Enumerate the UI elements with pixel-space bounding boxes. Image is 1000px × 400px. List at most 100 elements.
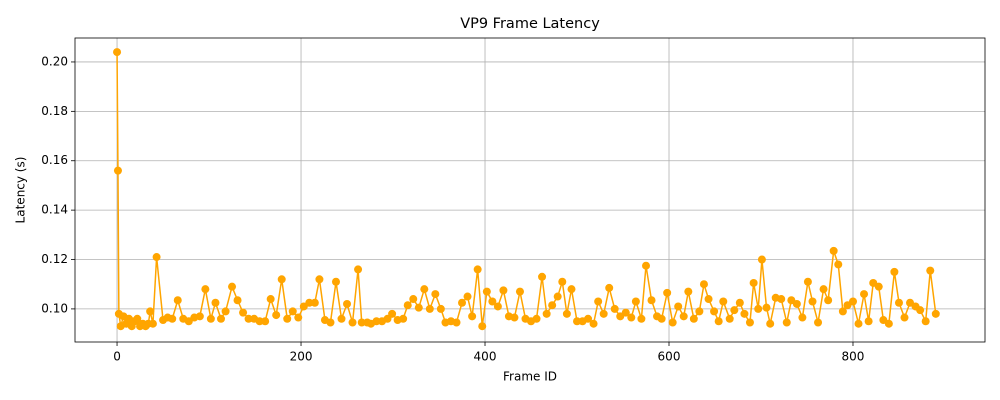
data-point	[754, 304, 763, 313]
y-tick-label: 0.14	[41, 203, 68, 217]
data-point	[848, 297, 857, 306]
data-point	[272, 311, 281, 320]
plot-frame	[74, 37, 986, 343]
x-tick-label: 200	[290, 350, 313, 364]
data-point	[679, 312, 688, 321]
data-point	[343, 299, 352, 308]
data-point	[610, 304, 619, 313]
data-point	[631, 297, 640, 306]
data-point	[152, 253, 161, 262]
data-point	[854, 319, 863, 328]
data-point	[305, 298, 314, 307]
data-point	[573, 317, 582, 326]
data-point	[589, 319, 598, 328]
data-point	[482, 287, 491, 296]
data-point	[558, 277, 567, 286]
data-point	[228, 282, 237, 291]
data-point	[562, 309, 571, 318]
data-point	[133, 314, 142, 323]
data-point	[621, 308, 630, 317]
data-point	[808, 297, 817, 306]
data-point	[288, 307, 297, 316]
data-point	[824, 296, 833, 305]
y-tick-label: 0.12	[41, 252, 68, 266]
data-point	[627, 313, 636, 322]
chart-title: VP9 Frame Latency	[460, 16, 600, 32]
data-point	[310, 298, 319, 307]
data-point	[584, 314, 593, 323]
data-point	[860, 290, 869, 299]
data-point	[740, 309, 749, 318]
x-tick-label: 0	[113, 350, 121, 364]
data-point	[493, 302, 502, 311]
data-point	[704, 295, 713, 304]
data-point	[277, 275, 286, 284]
data-point	[239, 308, 248, 317]
data-point	[425, 304, 434, 313]
data-point	[749, 278, 758, 287]
data-point	[798, 313, 807, 322]
data-point	[458, 298, 467, 307]
data-point	[689, 314, 698, 323]
data-point	[542, 309, 551, 318]
data-point	[201, 285, 210, 294]
data-point	[548, 301, 557, 310]
data-point	[357, 318, 366, 327]
data-point	[463, 292, 472, 301]
data-point	[261, 317, 270, 326]
data-point	[762, 303, 771, 312]
data-point	[710, 307, 719, 316]
data-point	[921, 317, 930, 326]
data-point	[499, 286, 508, 295]
data-point	[468, 312, 477, 321]
data-point	[354, 265, 363, 274]
data-point	[829, 246, 838, 255]
data-point	[931, 309, 940, 318]
data-point	[594, 297, 603, 306]
data-point	[452, 318, 461, 327]
data-point	[436, 304, 445, 313]
data-point	[488, 297, 497, 306]
data-point	[567, 285, 576, 294]
data-point	[478, 322, 487, 331]
data-point	[757, 255, 766, 264]
data-point	[331, 277, 340, 286]
data-point	[916, 306, 925, 315]
data-point	[684, 287, 693, 296]
data-point	[637, 314, 646, 323]
data-point	[283, 314, 292, 323]
data-point	[714, 317, 723, 326]
x-tick-label: 600	[658, 350, 681, 364]
data-point	[326, 318, 335, 327]
data-point	[766, 319, 775, 328]
data-point	[148, 319, 157, 328]
data-point	[113, 48, 122, 57]
data-point	[894, 298, 903, 307]
data-point	[599, 309, 608, 318]
data-point	[173, 296, 182, 305]
data-point	[900, 313, 909, 322]
data-point	[884, 319, 893, 328]
data-point	[414, 303, 423, 312]
data-point	[777, 295, 786, 304]
data-point	[348, 318, 357, 327]
data-point	[431, 290, 440, 299]
data-point	[337, 314, 346, 323]
data-point	[874, 282, 883, 291]
data-point	[473, 265, 482, 274]
x-tick-label: 400	[474, 350, 497, 364]
data-point	[668, 318, 677, 327]
data-point	[233, 296, 242, 305]
data-point	[221, 307, 230, 316]
data-point	[782, 318, 791, 327]
y-tick-label: 0.10	[41, 301, 68, 315]
data-point	[605, 283, 614, 292]
data-line	[116, 52, 937, 328]
data-point	[216, 314, 225, 323]
data-point	[266, 295, 275, 304]
y-tick-label: 0.16	[41, 153, 68, 167]
data-point	[515, 287, 524, 296]
data-point	[255, 317, 264, 326]
data-point	[730, 306, 739, 315]
